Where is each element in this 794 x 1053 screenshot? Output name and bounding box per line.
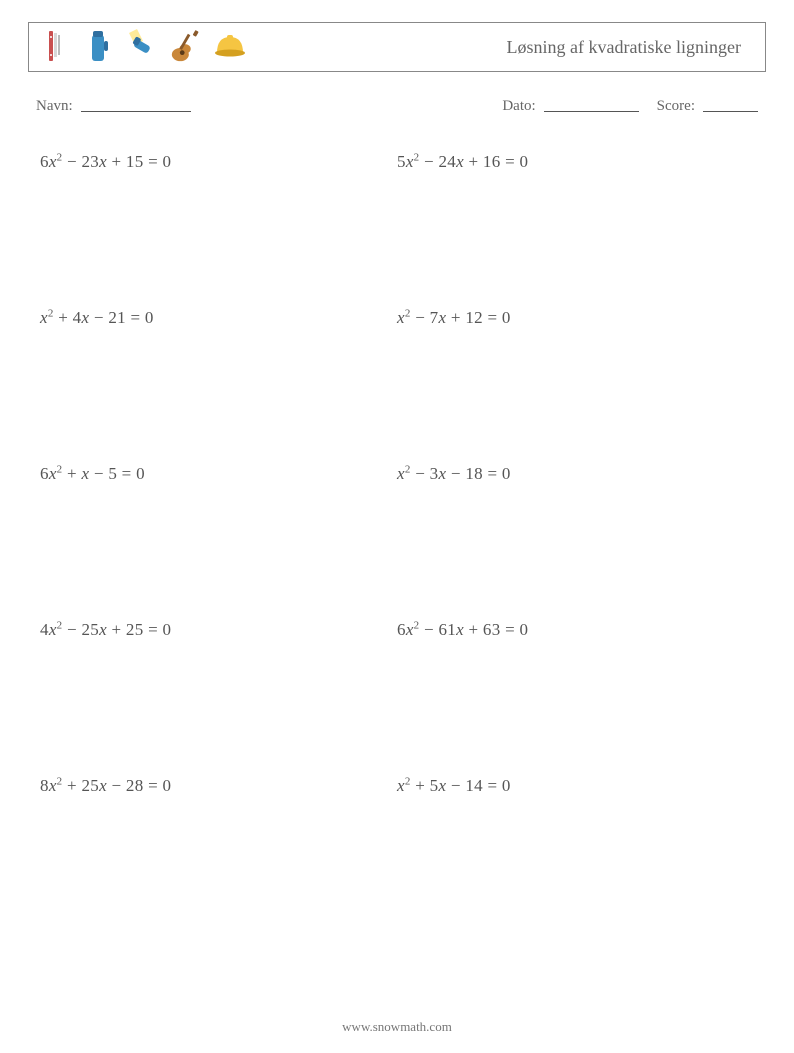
guitar-icon xyxy=(169,27,203,67)
problem-row: x2 + 4x − 21 = 0x2 − 7x + 12 = 0 xyxy=(40,307,754,463)
date-score: Dato: Score: xyxy=(502,98,758,115)
hardhat-icon xyxy=(213,27,247,67)
header: Løsning af kvadratiske ligninger xyxy=(28,22,766,72)
date-label: Dato: xyxy=(502,98,535,115)
knife-icon xyxy=(37,27,71,67)
problem-right: x2 − 7x + 12 = 0 xyxy=(397,307,754,463)
worksheet-title: Løsning af kvadratiske ligninger xyxy=(507,37,751,58)
problem-right: x2 + 5x − 14 = 0 xyxy=(397,775,754,931)
problem-right: x2 − 3x − 18 = 0 xyxy=(397,463,754,619)
problem-left: 6x2 + x − 5 = 0 xyxy=(40,463,397,619)
date-blank[interactable] xyxy=(544,98,639,112)
problem-left: 4x2 − 25x + 25 = 0 xyxy=(40,619,397,775)
problem-row: 6x2 + x − 5 = 0x2 − 3x − 18 = 0 xyxy=(40,463,754,619)
problem-row: 6x2 − 23x + 15 = 05x2 − 24x + 16 = 0 xyxy=(40,151,754,307)
problem-right: 6x2 − 61x + 63 = 0 xyxy=(397,619,754,775)
score-label: Score: xyxy=(657,98,695,115)
thermos-icon xyxy=(81,27,115,67)
worksheet-page: Løsning af kvadratiske ligninger Navn: D… xyxy=(0,0,794,1053)
problem-row: 8x2 + 25x − 28 = 0x2 + 5x − 14 = 0 xyxy=(40,775,754,931)
problem-grid: 6x2 − 23x + 15 = 05x2 − 24x + 16 = 0x2 +… xyxy=(28,151,766,931)
name-field: Navn: xyxy=(36,98,191,115)
header-icons xyxy=(37,27,247,67)
name-label: Navn: xyxy=(36,98,73,115)
problem-row: 4x2 − 25x + 25 = 06x2 − 61x + 63 = 0 xyxy=(40,619,754,775)
problem-right: 5x2 − 24x + 16 = 0 xyxy=(397,151,754,307)
footer-url: www.snowmath.com xyxy=(0,1019,794,1035)
problem-left: 8x2 + 25x − 28 = 0 xyxy=(40,775,397,931)
problem-left: x2 + 4x − 21 = 0 xyxy=(40,307,397,463)
score-blank[interactable] xyxy=(703,98,758,112)
name-blank[interactable] xyxy=(81,98,191,112)
problem-left: 6x2 − 23x + 15 = 0 xyxy=(40,151,397,307)
info-line: Navn: Dato: Score: xyxy=(28,98,766,115)
flashlight-icon xyxy=(125,27,159,67)
